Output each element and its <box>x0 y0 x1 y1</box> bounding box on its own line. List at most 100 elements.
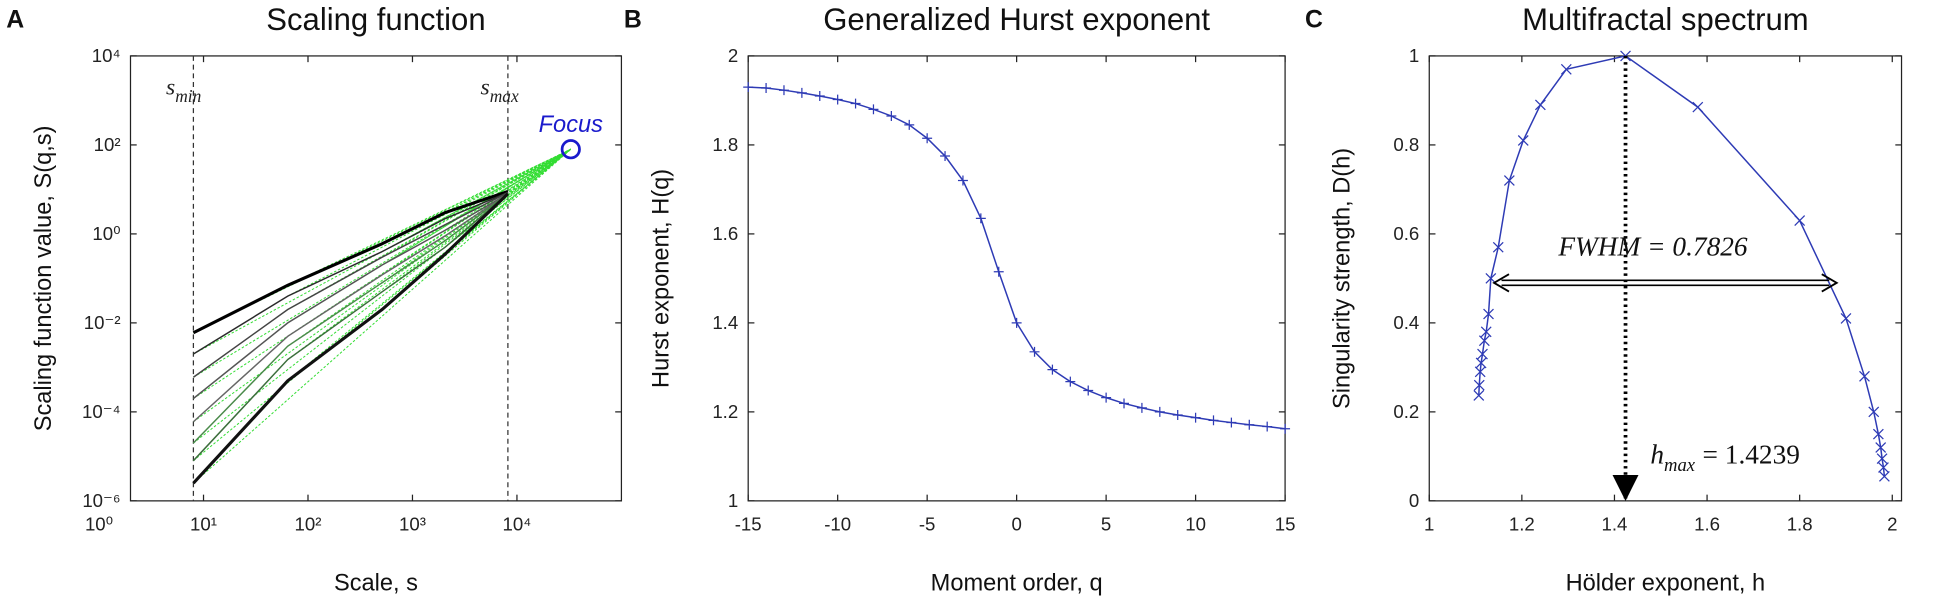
x-tick-label: 10 <box>1185 514 1206 535</box>
data-marker <box>993 266 1004 277</box>
data-marker <box>1475 357 1487 369</box>
x-tick-label: 15 <box>1275 514 1296 535</box>
x-tick-label: 1 <box>1424 514 1434 535</box>
data-marker <box>779 85 789 96</box>
data-marker <box>743 82 754 93</box>
data-marker <box>1794 215 1806 226</box>
data-marker <box>1478 335 1490 347</box>
data-marker <box>1226 417 1237 428</box>
fit-line <box>193 148 572 399</box>
x-tick-label: -15 <box>735 514 762 535</box>
data-marker <box>850 98 861 109</box>
data-line <box>192 193 509 423</box>
y-tick-label: 10⁻⁴ <box>82 401 121 422</box>
data-line <box>1478 55 1886 477</box>
fit-line <box>193 148 572 378</box>
fit-line <box>444 148 572 255</box>
data-marker <box>957 175 968 186</box>
fit-line <box>444 148 572 248</box>
data-marker <box>1172 410 1183 420</box>
x-tick-label: -10 <box>824 514 851 535</box>
y-tick-label: 10⁻² <box>84 312 121 333</box>
fit-line <box>193 148 572 484</box>
data-marker <box>1876 453 1888 465</box>
data-marker <box>1485 272 1497 284</box>
data-marker <box>975 213 986 224</box>
x-tick-label: 1.4 <box>1602 514 1628 535</box>
data-marker <box>1011 317 1022 328</box>
y-axis-label: Hurst exponent, H(q) <box>649 169 675 388</box>
hmax-subscript: max <box>1664 455 1696 476</box>
data-marker <box>904 119 915 130</box>
reference-label: smin <box>166 74 201 105</box>
plot-frame <box>1428 55 1903 502</box>
data-line <box>748 86 1286 430</box>
fit-line <box>287 148 572 297</box>
x-tick-label: 10¹ <box>190 514 217 535</box>
data-marker <box>868 104 879 115</box>
fit-line <box>381 148 572 258</box>
y-axis-label: Scaling function value, S(q,s) <box>31 126 57 432</box>
fit-line <box>287 148 572 347</box>
panel-label: A <box>6 6 24 33</box>
y-tick-label: 10² <box>94 134 121 155</box>
data-marker <box>1878 462 1889 473</box>
data-marker <box>1154 406 1165 417</box>
fit-line <box>381 148 572 266</box>
data-marker <box>940 151 951 162</box>
reference-label: smax <box>481 74 519 105</box>
chart-title: Scaling function <box>266 2 485 37</box>
data-marker <box>832 94 843 105</box>
hmax-value: = 1.4239 <box>1703 440 1800 470</box>
fit-line <box>287 148 572 360</box>
data-marker <box>1474 366 1486 378</box>
data-marker <box>1492 241 1504 253</box>
fit-line <box>193 148 572 462</box>
data-marker <box>1473 379 1485 391</box>
data-marker <box>1692 101 1704 113</box>
x-tick-label: 10⁴ <box>503 514 532 535</box>
x-tick-label: 10² <box>295 514 322 535</box>
chart-title: Generalized Hurst exponent <box>823 2 1210 37</box>
data-marker <box>814 91 825 101</box>
y-tick-label: 0.6 <box>1393 223 1419 244</box>
data-line <box>192 193 509 444</box>
data-marker <box>1534 99 1546 111</box>
data-marker <box>1859 370 1870 382</box>
x-tick-label: -5 <box>919 514 936 535</box>
data-marker <box>1517 135 1529 146</box>
data-marker <box>1047 364 1058 375</box>
data-marker <box>1875 442 1887 453</box>
x-axis-label: Scale, s <box>334 570 418 596</box>
data-marker <box>1872 428 1884 440</box>
data-marker <box>1878 470 1890 482</box>
data-line <box>192 193 509 462</box>
y-tick-label: 1.4 <box>712 312 738 333</box>
data-marker <box>1119 398 1129 409</box>
data-marker <box>1244 419 1255 430</box>
fit-line <box>381 148 572 284</box>
reference-subscript: min <box>175 87 201 106</box>
fit-line <box>287 148 572 286</box>
data-marker <box>1065 376 1076 387</box>
x-axis-label: Hölder exponent, h <box>1566 570 1766 596</box>
data-marker <box>1473 390 1485 401</box>
data-marker <box>922 133 933 144</box>
y-tick-label: 10⁰ <box>92 223 120 244</box>
fit-line <box>444 148 572 231</box>
data-line <box>192 191 509 378</box>
x-tick-label: 1.2 <box>1509 514 1535 535</box>
reference-subscript: max <box>490 87 519 106</box>
panel-label: C <box>1305 6 1323 33</box>
y-tick-label: 1 <box>1409 45 1419 66</box>
y-tick-label: 1.8 <box>712 134 738 155</box>
data-line <box>192 193 509 400</box>
focus-point <box>560 139 581 160</box>
x-tick-label: 2 <box>1887 514 1897 535</box>
plot-frame <box>129 55 623 502</box>
reference-symbol: s <box>481 74 490 100</box>
y-tick-label: 0.8 <box>1393 134 1419 155</box>
data-marker <box>1083 385 1094 396</box>
data-marker <box>1840 313 1852 324</box>
